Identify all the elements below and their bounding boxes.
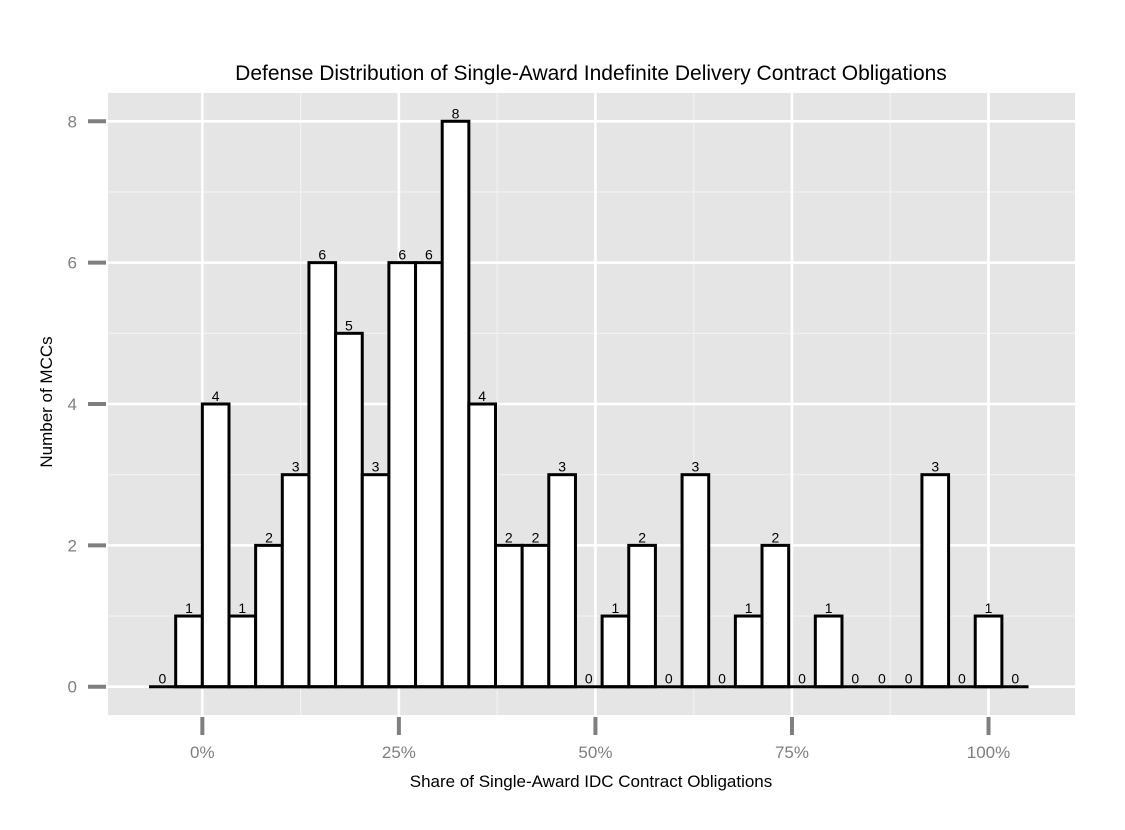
bar-count-label: 0 <box>851 671 859 687</box>
histogram-bar <box>494 543 524 689</box>
histogram-bar <box>600 614 631 689</box>
x-tick-label: 75% <box>775 743 809 762</box>
bar-count-label: 8 <box>452 105 460 121</box>
histogram-bar <box>334 331 364 689</box>
bar-count-label: 3 <box>292 459 300 475</box>
bar-count-label: 0 <box>958 671 966 687</box>
histogram-bar <box>547 473 577 689</box>
bar-count-label: 1 <box>185 600 193 616</box>
histogram-bar <box>307 261 338 689</box>
bar-count-label: 4 <box>478 388 486 404</box>
y-tick-label: 0 <box>68 678 77 697</box>
bar-count-label: 2 <box>505 529 513 545</box>
x-tick-label: 0% <box>190 743 215 762</box>
chart-title: Defense Distribution of Single-Award Ind… <box>235 62 947 85</box>
bar-count-label: 1 <box>745 600 753 616</box>
bar-count-label: 2 <box>638 529 646 545</box>
bar-count-label: 0 <box>158 671 166 687</box>
bar-count-label: 3 <box>558 459 566 475</box>
bar-count-label: 0 <box>798 671 806 687</box>
histogram-bar <box>360 473 391 689</box>
bar-count-label: 0 <box>585 671 593 687</box>
y-axis-title: Number of MCCs <box>37 336 56 467</box>
bar-count-label: 6 <box>398 247 406 263</box>
bar-count-label: 0 <box>905 671 913 687</box>
histogram-bar <box>254 543 284 689</box>
plot-area: 0 1 4 1 2 3 6 5 3 6 6 8 4 2 2 3 0 1 2 0 3 0 1 2 0 1 0 0 0 3 0 1 0 0 2 4 6 8 0%… <box>68 93 1075 762</box>
histogram-bar <box>680 473 711 689</box>
bar-count-label: 1 <box>238 600 246 616</box>
bar-count-label: 3 <box>372 459 380 475</box>
y-tick-label: 4 <box>68 395 77 414</box>
bar-count-label: 6 <box>425 247 433 263</box>
bar-count-label: 4 <box>212 388 220 404</box>
histogram-bar <box>467 402 498 689</box>
histogram-bar <box>200 402 231 689</box>
x-axis-title: Share of Single-Award IDC Contract Oblig… <box>410 772 773 791</box>
bar-count-label: 3 <box>691 459 699 475</box>
bar-count-label: 2 <box>532 529 540 545</box>
histogram-bar <box>760 543 791 689</box>
bar-count-label: 1 <box>825 600 833 616</box>
bar-count-label: 0 <box>718 671 726 687</box>
histogram-bar <box>174 614 204 689</box>
y-tick-label: 6 <box>68 254 77 273</box>
bar-count-label: 2 <box>771 529 779 545</box>
histogram-bar <box>280 473 311 689</box>
histogram-bar <box>414 261 444 689</box>
histogram-bar <box>920 473 951 689</box>
bar-count-label: 1 <box>612 600 620 616</box>
bar-count-label: 0 <box>1011 671 1019 687</box>
bar-count-label: 3 <box>931 459 939 475</box>
histogram-bar <box>440 119 471 689</box>
bar-count-label: 1 <box>985 600 993 616</box>
bar-count-label: 2 <box>265 529 273 545</box>
histogram-bar <box>973 614 1004 689</box>
bar-count-label: 6 <box>318 247 326 263</box>
histogram-bar <box>733 614 764 689</box>
bar-count-label: 0 <box>878 671 886 687</box>
bar-count-label: 5 <box>345 317 353 333</box>
histogram-bar <box>387 261 418 689</box>
y-tick-label: 2 <box>68 536 77 555</box>
y-tick-label: 8 <box>68 112 77 131</box>
x-tick-label: 50% <box>578 743 612 762</box>
bar-count-label: 0 <box>665 671 673 687</box>
histogram-bar <box>227 614 258 689</box>
x-tick-label: 25% <box>382 743 416 762</box>
histogram-bar <box>813 614 844 689</box>
x-tick-label: 100% <box>967 743 1010 762</box>
histogram-bar <box>627 543 657 689</box>
histogram-bar <box>520 543 551 689</box>
